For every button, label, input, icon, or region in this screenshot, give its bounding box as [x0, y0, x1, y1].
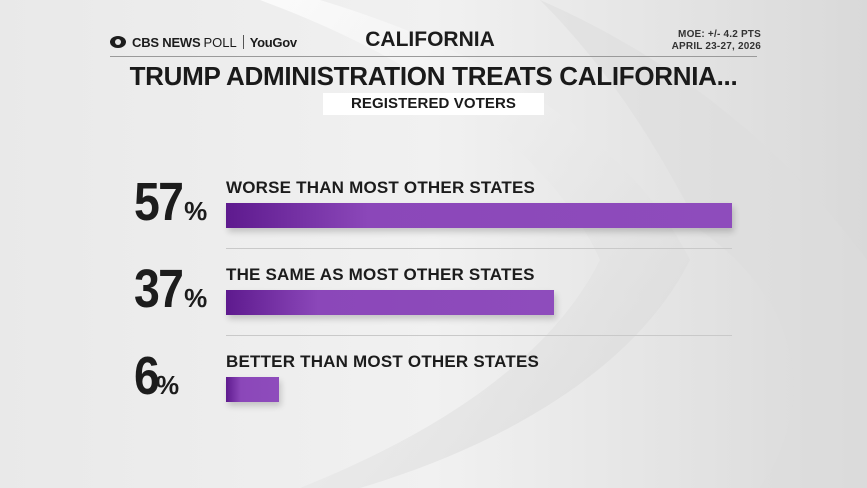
percent-sign: %: [156, 370, 180, 400]
percent-value: 37: [134, 259, 184, 319]
brand-divider: [242, 35, 244, 49]
percent-value: 6: [134, 346, 160, 406]
poll-info: MOE: +/- 4.2 PTS APRIL 23-27, 2026: [672, 29, 761, 53]
percent-label: 57%: [134, 175, 207, 235]
brand-logo: CBS NEWS POLL YouGov: [110, 33, 297, 51]
percent-value: 57: [134, 172, 184, 232]
category-label: THE SAME AS MOST OTHER STATES: [226, 265, 535, 284]
category-label: BETTER THAN MOST OTHER STATES: [226, 352, 540, 371]
category-label: WORSE THAN MOST OTHER STATES: [226, 178, 536, 197]
cbs-eye-icon: [110, 36, 126, 48]
moe-text: MOE: +/- 4.2 PTS: [678, 29, 761, 40]
row-divider: [226, 335, 732, 336]
bar: [226, 377, 279, 402]
region-label: CALIFORNIA: [365, 28, 495, 51]
percent-sign: %: [184, 283, 208, 313]
bar: [226, 203, 732, 228]
bar: [226, 290, 554, 315]
percent-label: 6%: [134, 349, 179, 409]
brand-partner: YouGov: [249, 34, 297, 50]
percent-sign: %: [184, 196, 208, 226]
header-rule: [110, 56, 757, 57]
row-divider: [226, 248, 732, 249]
chart-subtitle: REGISTERED VOTERS: [323, 93, 544, 115]
chart-title: TRUMP ADMINISTRATION TREATS CALIFORNIA..…: [129, 61, 738, 91]
percent-label: 37%: [134, 262, 207, 322]
brand-poll: POLL: [203, 34, 237, 50]
brand-cbs: CBS NEWS: [132, 34, 201, 50]
poll-dates: APRIL 23-27, 2026: [671, 41, 761, 52]
